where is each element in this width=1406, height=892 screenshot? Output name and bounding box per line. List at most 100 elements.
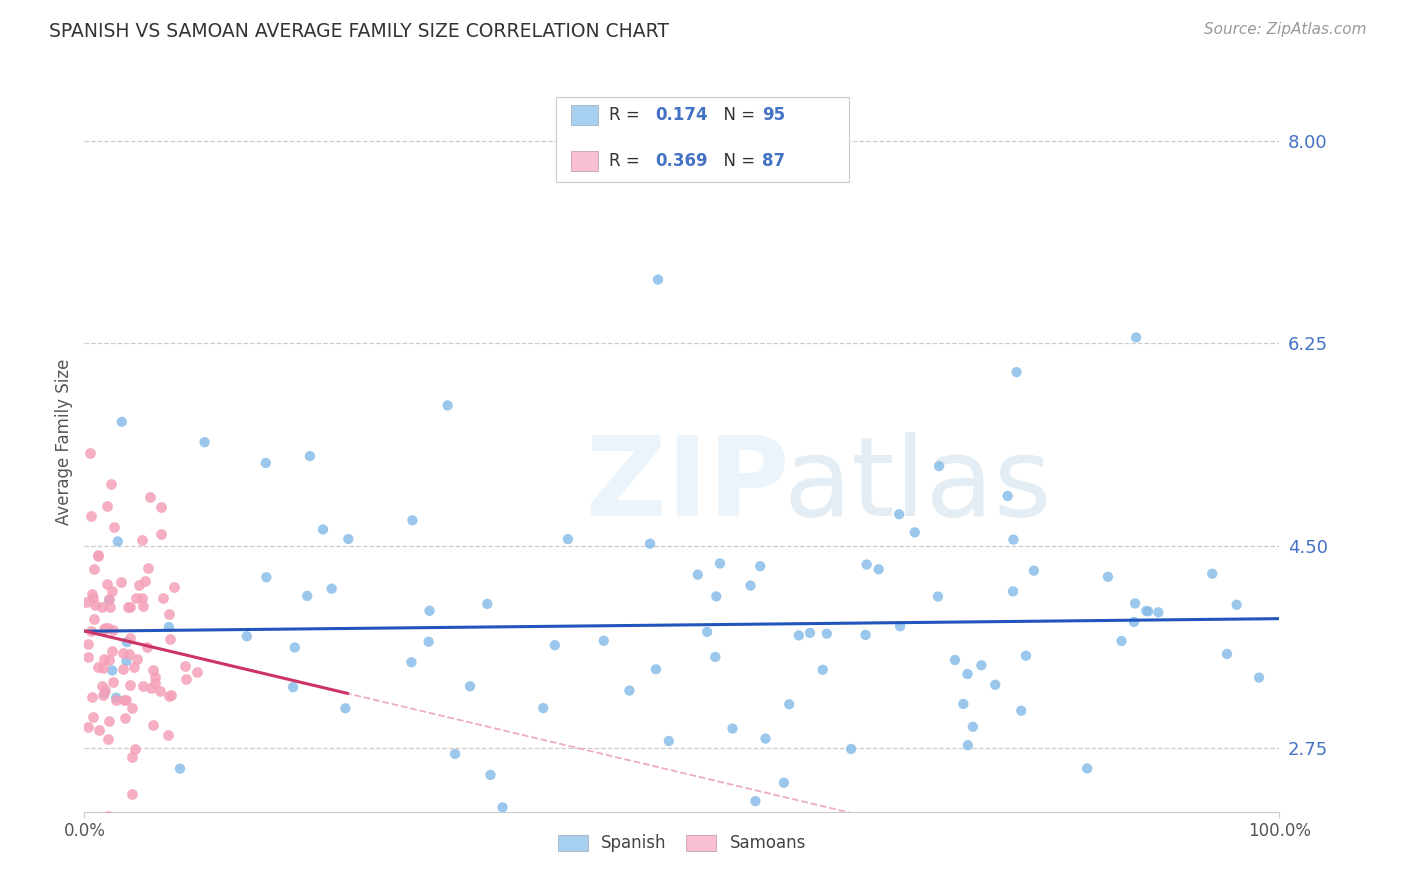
Point [531, 701, 554, 715]
Point [159, 689, 181, 703]
Text: atlas: atlas [783, 433, 1052, 540]
Point [107, 534, 129, 549]
Point [163, 580, 186, 594]
Point [93, 623, 115, 637]
Point [112, 646, 135, 660]
Point [458, 679, 481, 693]
Point [312, 523, 335, 537]
Point [120, 632, 142, 646]
Point [83, 562, 105, 576]
Point [1147, 605, 1170, 619]
Point [1076, 761, 1098, 775]
Point [335, 701, 357, 715]
Point [943, 653, 966, 667]
Point [477, 597, 499, 611]
Point [1135, 604, 1157, 618]
Point [87, 659, 110, 673]
Point [236, 629, 259, 643]
Point [321, 582, 343, 596]
Point [100, 599, 122, 614]
Point [159, 632, 181, 647]
Point [134, 574, 156, 589]
Point [118, 678, 141, 692]
Point [721, 722, 744, 736]
Point [479, 768, 502, 782]
Point [75, 595, 97, 609]
Point [281, 680, 304, 694]
Point [557, 532, 579, 546]
Point [98, 593, 121, 607]
Point [962, 720, 984, 734]
Point [1111, 634, 1133, 648]
Point [101, 623, 124, 637]
Point [101, 674, 124, 689]
Point [80, 508, 103, 523]
Point [125, 591, 148, 606]
Point [284, 640, 307, 655]
Bar [571, 104, 598, 126]
Point [115, 654, 138, 668]
Point [112, 693, 135, 707]
Point [82, 710, 104, 724]
Point [744, 794, 766, 808]
Point [117, 600, 139, 615]
Point [131, 533, 153, 547]
Point [927, 590, 949, 604]
Point [87, 548, 110, 562]
Point [96, 621, 118, 635]
Point [1010, 704, 1032, 718]
Point [970, 658, 993, 673]
Point [1002, 533, 1025, 547]
Text: N =: N = [713, 152, 761, 170]
Text: R =: R = [609, 152, 645, 170]
Text: SPANISH VS SAMOAN AVERAGE FAMILY SIZE CORRELATION CHART: SPANISH VS SAMOAN AVERAGE FAMILY SIZE CO… [49, 22, 669, 41]
Point [1097, 570, 1119, 584]
Point [128, 578, 150, 592]
Point [90, 600, 112, 615]
Point [138, 561, 160, 575]
Point [118, 647, 141, 661]
Point [141, 681, 163, 695]
FancyBboxPatch shape [557, 97, 849, 183]
Point [887, 508, 910, 522]
Point [159, 688, 181, 702]
Point [174, 673, 197, 687]
Point [778, 698, 800, 712]
Point [91, 689, 114, 703]
Point [704, 590, 727, 604]
Point [194, 435, 217, 450]
Point [709, 557, 731, 571]
Text: ZIP: ZIP [586, 433, 790, 540]
Point [1247, 671, 1270, 685]
Point [82, 591, 104, 606]
Text: 87: 87 [762, 152, 786, 170]
Point [186, 665, 208, 679]
Point [97, 714, 120, 728]
Point [1022, 564, 1045, 578]
Point [97, 809, 120, 823]
Point [91, 661, 114, 675]
Text: 0.174: 0.174 [655, 106, 707, 124]
Point [76, 720, 98, 734]
Point [1123, 615, 1146, 629]
Legend: Spanish, Samoans: Spanish, Samoans [551, 828, 813, 859]
Point [401, 513, 423, 527]
Point [79, 446, 101, 460]
Point [956, 738, 979, 752]
Point [101, 664, 124, 678]
Point [97, 731, 120, 746]
Point [104, 693, 127, 707]
Point [143, 670, 166, 684]
Point [868, 562, 890, 576]
Point [1216, 647, 1239, 661]
Point [295, 589, 318, 603]
Text: 0.369: 0.369 [655, 152, 707, 170]
Point [169, 762, 191, 776]
Point [93, 686, 115, 700]
Bar [571, 151, 598, 171]
Point [80, 690, 103, 705]
Point [787, 628, 810, 642]
Point [696, 624, 718, 639]
Point [815, 626, 838, 640]
Point [157, 620, 180, 634]
